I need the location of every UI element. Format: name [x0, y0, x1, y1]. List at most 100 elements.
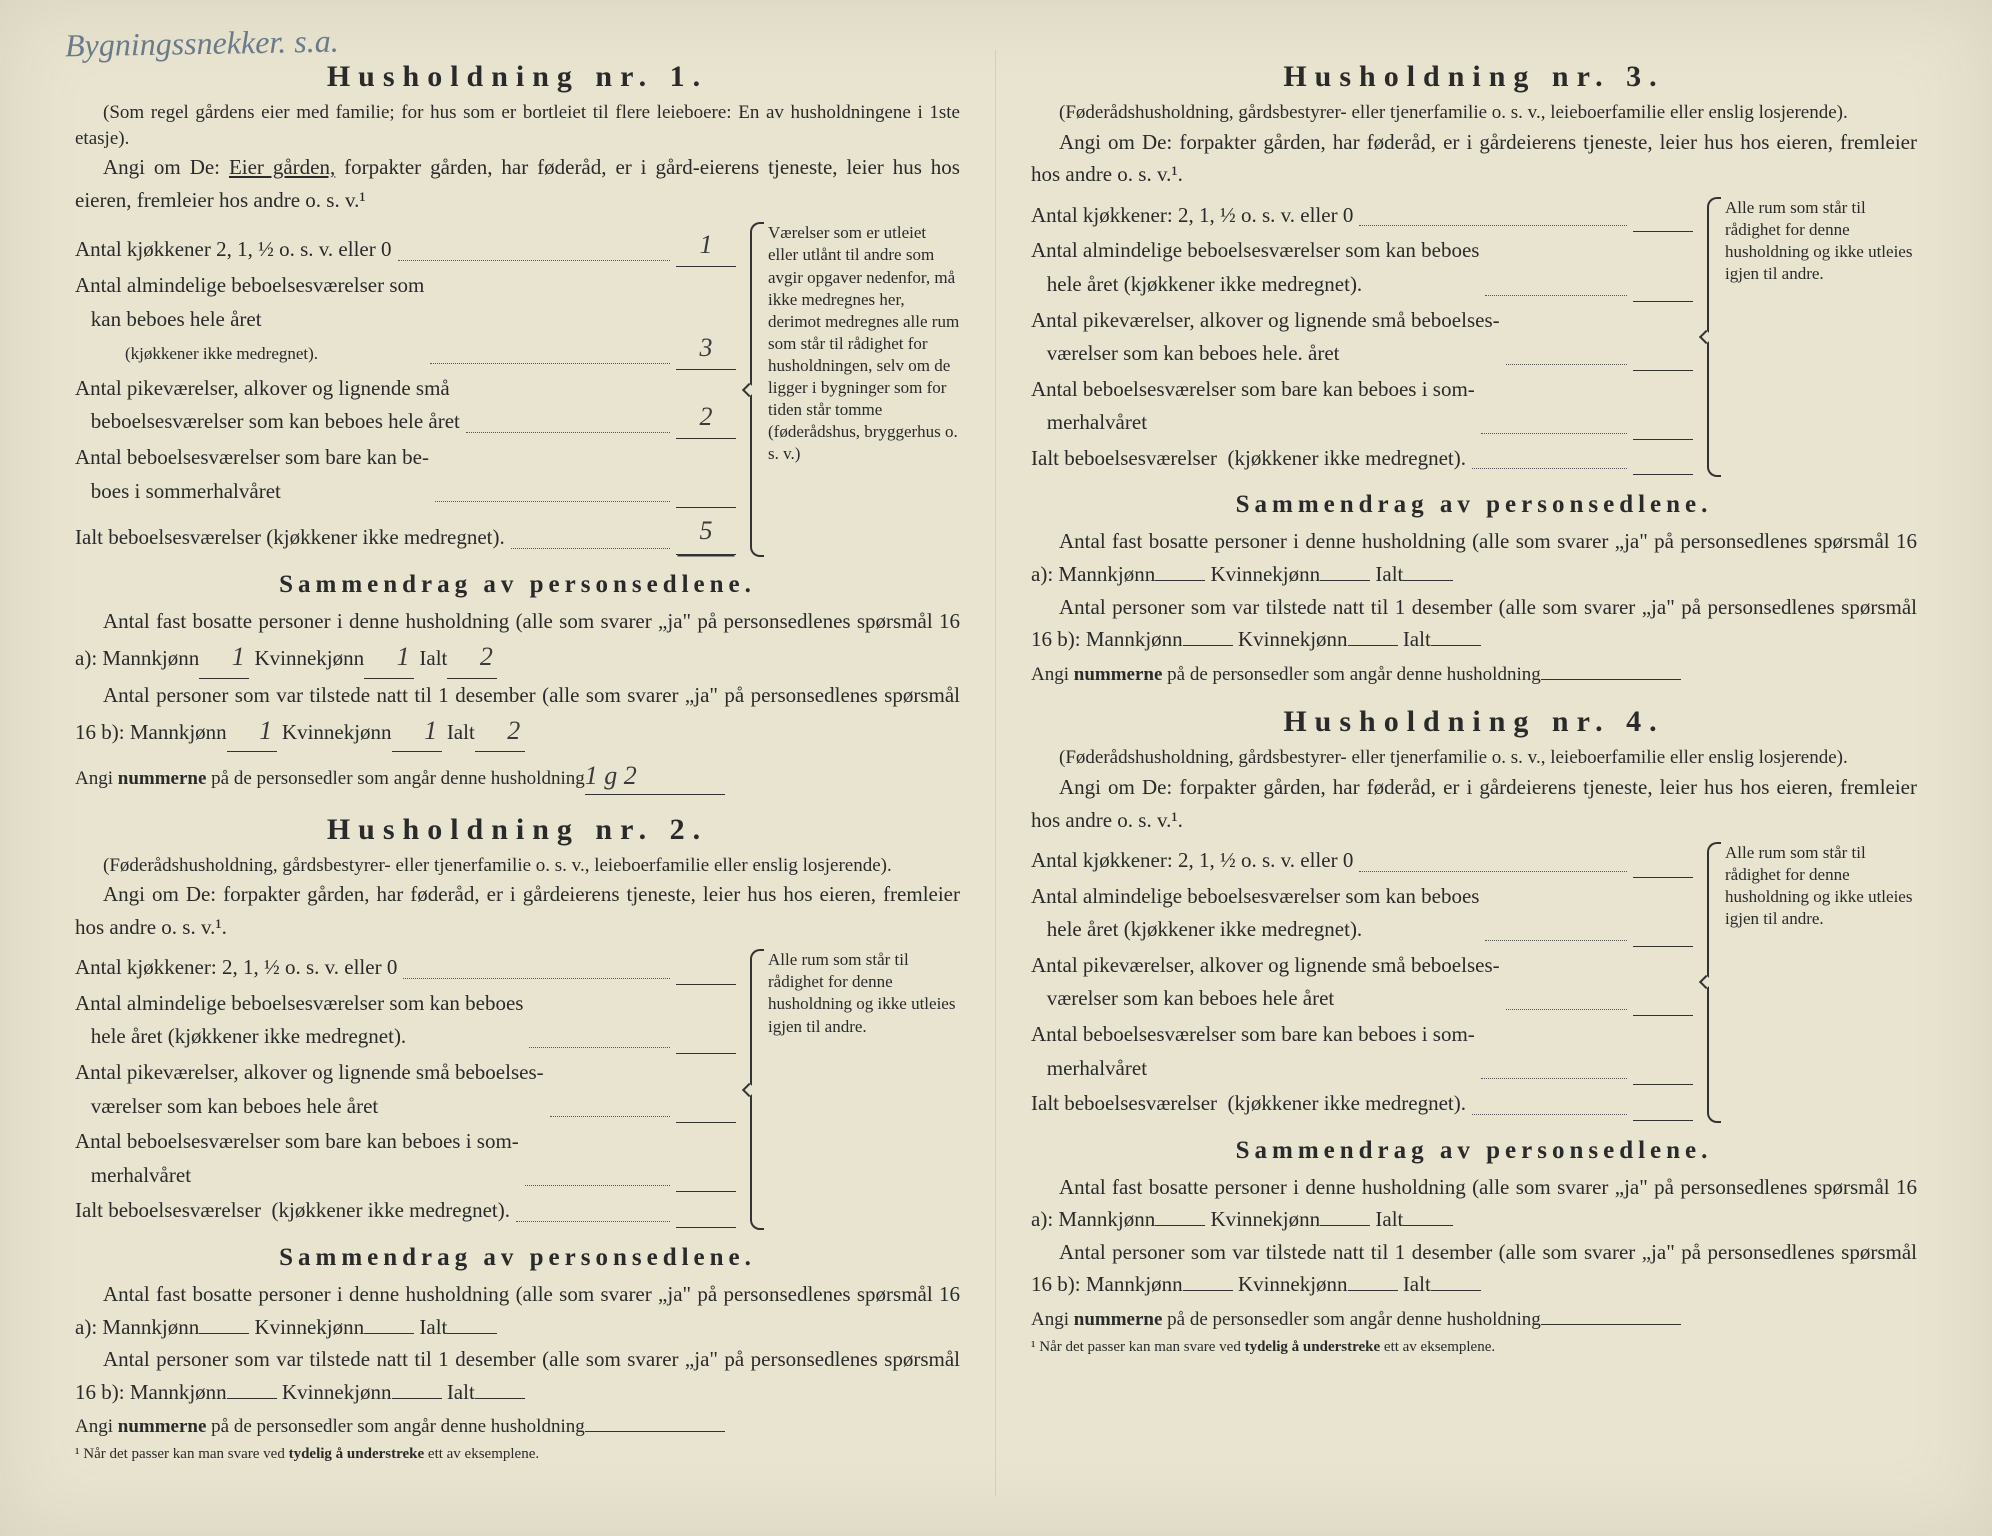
row-value	[1633, 231, 1693, 232]
row-value	[676, 1225, 736, 1228]
row-label: Ialt beboelsesværelser (kjøkkener ikke m…	[1031, 1087, 1466, 1121]
dotted-leader	[435, 501, 670, 502]
row-value	[676, 507, 736, 508]
angi-nummerne-line: Angi nummerne på de personsedler som ang…	[1031, 1307, 1917, 1333]
household-section-3: Husholdning nr. 3. (Føderådshusholdning,…	[1031, 60, 1917, 687]
household-title: Husholdning nr. 3.	[1031, 60, 1917, 94]
row-value	[1633, 439, 1693, 440]
ialt-a-value: 2	[447, 637, 497, 678]
footnote: ¹ Når det passer kan man svare ved tydel…	[75, 1446, 960, 1463]
summary-line-b: Antal personer som var tilstede natt til…	[75, 679, 960, 753]
dotted-leader	[466, 432, 670, 433]
row-value	[1633, 472, 1693, 475]
row-label: Antal pikeværelser, alkover og lignende …	[75, 372, 460, 439]
household-intro: (Som regel gårdens eier med familie; for…	[75, 100, 960, 151]
row-label: Antal pikeværelser, alkover og lignende …	[1031, 949, 1500, 1016]
form-row: Antal beboelsesværelser som bare kan beb…	[1031, 373, 1693, 440]
angi-line: Angi om De: forpakter gården, har føderå…	[75, 878, 960, 943]
row-label: Antal almindelige beboelsesværelser som …	[75, 987, 523, 1054]
mannk-a-value: 1	[199, 637, 249, 678]
row-label: Antal beboelsesværelser som bare kan beb…	[1031, 373, 1475, 440]
dotted-leader	[1506, 1009, 1627, 1010]
kvinnek-b-value	[392, 1398, 442, 1399]
form-row: Antal almindelige beboelsesværelser som …	[75, 987, 736, 1054]
form-row: Antal almindelige beboelsesværelser som …	[1031, 234, 1693, 301]
row-label: Ialt beboelsesværelser (kjøkkener ikke m…	[75, 521, 505, 555]
side-note: Alle rum som står til rådighet for denne…	[1707, 842, 1917, 1123]
mannk-b-value: 1	[227, 711, 277, 752]
ialt-b-value: 2	[475, 711, 525, 752]
rooms-rows: Antal kjøkkener: 2, 1, ½ o. s. v. eller …	[75, 949, 736, 1230]
form-row: Antal kjøkkener: 2, 1, ½ o. s. v. eller …	[1031, 199, 1693, 233]
row-label: Antal kjøkkener: 2, 1, ½ o. s. v. eller …	[1031, 844, 1353, 878]
rooms-block: Antal kjøkkener: 2, 1, ½ o. s. v. eller …	[75, 949, 960, 1230]
mannk-a-value	[1155, 1225, 1205, 1226]
row-label: Antal pikeværelser, alkover og lignende …	[75, 1056, 544, 1123]
rooms-rows: Antal kjøkkener: 2, 1, ½ o. s. v. eller …	[1031, 842, 1693, 1123]
form-row: Antal kjøkkener: 2, 1, ½ o. s. v. eller …	[75, 951, 736, 985]
brace-icon	[1707, 197, 1721, 478]
household-title: Husholdning nr. 2.	[75, 813, 960, 847]
document-page: Bygningssnekker. s.a. Husholdning nr. 1.…	[0, 0, 1992, 1536]
angi-nummerne-line: Angi nummerne på de personsedler som ang…	[1031, 662, 1917, 688]
angi-line: Angi om De: forpakter gården, har føderå…	[1031, 126, 1917, 191]
row-label: Antal beboelsesværelser som bare kan be-…	[75, 441, 429, 508]
kvinnek-b-value	[1348, 1290, 1398, 1291]
form-row: Antal kjøkkener: 2, 1, ½ o. s. v. eller …	[1031, 844, 1693, 878]
brace-icon	[1707, 842, 1721, 1123]
row-label: Antal kjøkkener: 2, 1, ½ o. s. v. eller …	[1031, 199, 1353, 233]
row-value	[1633, 370, 1693, 371]
summary-line-a: Antal fast bosatte personer i denne hush…	[75, 605, 960, 679]
row-value	[676, 984, 736, 985]
dotted-leader	[511, 548, 670, 549]
dotted-leader	[516, 1221, 670, 1222]
angi-nummerne-line: Angi nummerne på de personsedler som ang…	[75, 1414, 960, 1440]
angi-num-value	[585, 1431, 725, 1432]
angi-line: Angi om De: forpakter gården, har føderå…	[1031, 771, 1917, 836]
row-value: 2	[676, 396, 736, 439]
summary-heading: Sammendrag av personsedlene.	[75, 1244, 960, 1272]
angi-nummerne-line: Angi nummerne på de personsedler som ang…	[75, 758, 960, 794]
form-row: Ialt beboelsesværelser (kjøkkener ikke m…	[75, 1194, 736, 1228]
kvinnek-b-value	[1348, 645, 1398, 646]
form-row: Antal almindelige beboelsesværelser som …	[75, 269, 736, 370]
form-row: Antal pikeværelser, alkover og lignende …	[1031, 949, 1693, 1016]
summary-line-a: Antal fast bosatte personer i denne hush…	[75, 1278, 960, 1343]
row-value: 1	[676, 224, 736, 267]
ialt-a-value	[1403, 1225, 1453, 1226]
mannk-a-value	[199, 1333, 249, 1334]
household-intro: (Føderådshusholdning, gårdsbestyrer- ell…	[75, 853, 960, 879]
mannk-a-value	[1155, 580, 1205, 581]
row-value	[1633, 946, 1693, 947]
angi-num-value	[1541, 679, 1681, 680]
row-value	[676, 1122, 736, 1123]
dotted-leader	[1481, 1078, 1627, 1079]
angi-num-value	[1541, 1324, 1681, 1325]
dotted-leader	[529, 1047, 670, 1048]
footnote: ¹ Når det passer kan man svare ved tydel…	[1031, 1339, 1917, 1356]
row-label: Ialt beboelsesværelser (kjøkkener ikke m…	[1031, 442, 1466, 476]
kvinnek-a-value	[1320, 580, 1370, 581]
summary-line-b: Antal personer som var tilstede natt til…	[1031, 591, 1917, 656]
form-row: Antal almindelige beboelsesværelser som …	[1031, 880, 1693, 947]
mannk-b-value	[227, 1398, 277, 1399]
dotted-leader	[1472, 468, 1627, 469]
household-section-1: Husholdning nr. 1. (Som regel gårdens ei…	[75, 60, 960, 795]
ialt-a-value	[447, 1333, 497, 1334]
dotted-leader	[1472, 1114, 1627, 1115]
angi-line: Angi om De: Eier gården, forpakter gårde…	[75, 151, 960, 216]
rooms-rows: Antal kjøkkener 2, 1, ½ o. s. v. eller 0…	[75, 222, 736, 556]
row-value	[1633, 301, 1693, 302]
side-note: Værelser som er utleiet eller utlånt til…	[750, 222, 960, 556]
form-row: Antal pikeværelser, alkover og lignende …	[75, 372, 736, 439]
row-label: Ialt beboelsesværelser (kjøkkener ikke m…	[75, 1194, 510, 1228]
form-row: Ialt beboelsesværelser (kjøkkener ikke m…	[75, 510, 736, 555]
summary-line-a: Antal fast bosatte personer i denne hush…	[1031, 1171, 1917, 1236]
row-value	[1633, 1015, 1693, 1016]
brace-icon	[750, 222, 764, 556]
household-title: Husholdning nr. 1.	[75, 60, 960, 94]
row-value	[676, 1053, 736, 1054]
row-value	[1633, 1084, 1693, 1085]
household-title: Husholdning nr. 4.	[1031, 705, 1917, 739]
mannk-b-value	[1183, 1290, 1233, 1291]
